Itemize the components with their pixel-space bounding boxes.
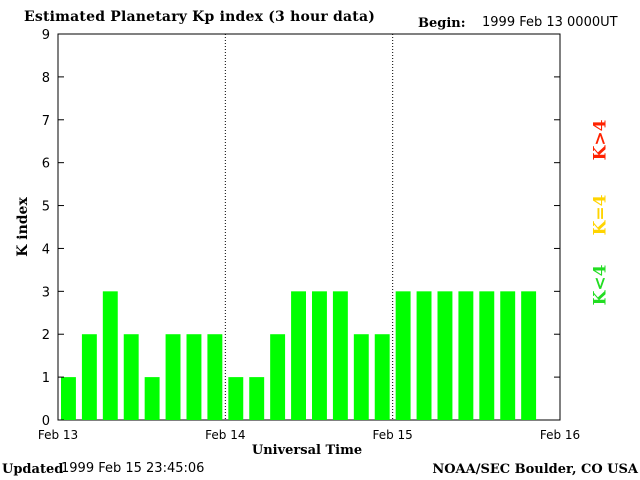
kp-bar (374, 334, 390, 420)
kp-bar (500, 291, 516, 420)
y-tick-label: 3 (42, 285, 50, 300)
plot-frame (57, 33, 561, 421)
updated-label: Updated (2, 462, 64, 477)
kp-bar (270, 334, 286, 420)
legend: K<4 K=4 K>4 (591, 120, 611, 305)
updated-value: 1999 Feb 15 23:45:06 (61, 461, 205, 476)
chart-title: Estimated Planetary Kp index (3 hour dat… (24, 9, 376, 25)
kp-bar (479, 291, 495, 420)
kp-bar (228, 377, 244, 420)
legend-item: K<4 (591, 264, 611, 305)
kp-bar (353, 334, 369, 420)
begin-label: Begin: (418, 16, 466, 31)
x-axis-title: Universal Time (252, 443, 362, 458)
kp-bar (312, 291, 327, 420)
kp-bar (249, 377, 265, 420)
kp-bar (102, 291, 118, 420)
x-tick-label: Feb 13 (38, 428, 78, 442)
kp-bar (458, 291, 474, 420)
credit-label: NOAA/SEC Boulder, CO USA (432, 462, 638, 477)
kp-bar (416, 291, 432, 420)
y-tick-label: 6 (42, 157, 50, 172)
y-tick-label: 5 (42, 200, 50, 215)
kp-bar (207, 334, 223, 420)
kp-bar (521, 291, 537, 420)
kp-bar (144, 377, 160, 420)
y-tick-label: 7 (42, 114, 50, 129)
kp-bar (123, 334, 139, 420)
y-axis-title: K index (15, 197, 31, 257)
kp-bar (165, 334, 181, 420)
x-tick-label: Feb 16 (540, 428, 580, 442)
x-tick-label: Feb 14 (205, 428, 245, 442)
begin-value: 1999 Feb 13 0000UT (482, 15, 618, 30)
x-tick-label: Feb 15 (372, 428, 412, 442)
kp-bar (395, 291, 411, 420)
kp-bar (81, 334, 97, 420)
kp-bar (186, 334, 202, 420)
legend-item: K>4 (591, 120, 611, 160)
legend-item: K=4 (591, 194, 611, 235)
kp-bar (437, 291, 453, 420)
y-tick-label: 0 (42, 414, 50, 429)
kp-bar (332, 291, 348, 420)
y-tick-label: 9 (42, 28, 50, 43)
y-tick-label: 8 (42, 71, 50, 86)
kp-bar (291, 291, 306, 420)
y-tick-label: 1 (42, 371, 50, 386)
y-tick-label: 2 (42, 328, 50, 343)
kp-bar (61, 377, 76, 420)
y-tick-label: 4 (42, 242, 50, 257)
